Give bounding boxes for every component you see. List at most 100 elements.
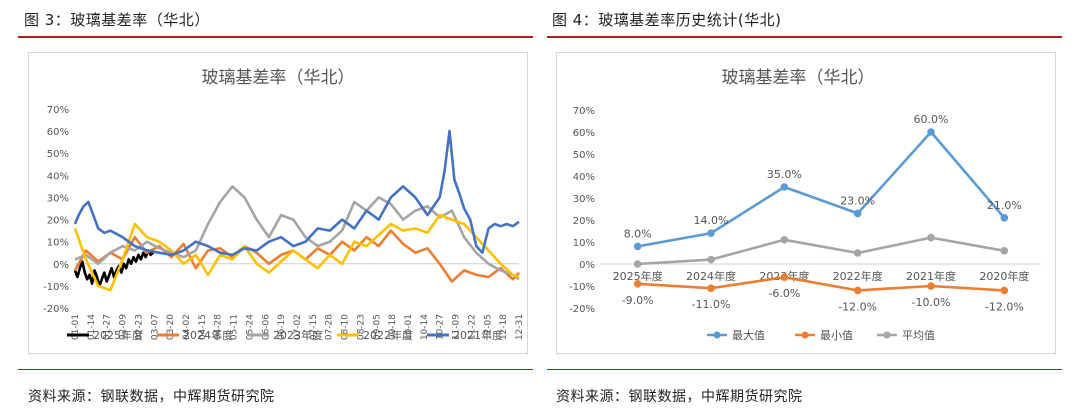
left-x-tick-label: 06-06 [261, 314, 271, 340]
right-bottom-rule [547, 369, 1062, 370]
left-legend-label: 2023年度 [273, 328, 323, 342]
right-data-point [707, 255, 715, 264]
left-x-tick-label: 08-23 [356, 314, 366, 340]
left-y-tick-label: 70% [47, 105, 69, 116]
right-x-category-label: 2022年度 [833, 269, 883, 283]
right-source-note: 资料来源：钢联数据，中辉期货研究院 [556, 389, 803, 405]
left-y-tick-label: 50% [47, 149, 69, 160]
left-y-tick-label: 60% [47, 127, 69, 138]
right-data-label: -10.0% [912, 296, 951, 309]
left-y-tick-label: 20% [47, 216, 69, 227]
right-chart-panel: 玻璃基差率（华北） 70% 60% 50% 40% 30% 20% 10% 0% -10% -20%… [556, 52, 1056, 354]
right-data-point [1000, 247, 1009, 255]
right-data-point [1000, 286, 1009, 295]
right-y-tick-label: 40% [573, 172, 595, 183]
left-legend-label: 2025年度 [93, 328, 143, 342]
right-data-point [707, 284, 715, 292]
left-x-tick-label: 09-05 [372, 314, 382, 340]
left-x-tick-label: 05-11 [230, 314, 240, 340]
right-y-tick-label: 70% [573, 106, 595, 117]
right-y-tick-label: 0% [579, 260, 595, 271]
left-legend-label: 2021年度 [453, 328, 503, 342]
right-data-point [633, 242, 642, 251]
left-y-tick-label: 0% [53, 260, 69, 271]
right-legend-marker [883, 331, 891, 339]
left-legend-label: 2024年度 [183, 328, 233, 342]
right-series-line [637, 275, 1005, 292]
right-data-label: 23.0% [840, 194, 875, 207]
left-chart-title: 玻璃基差率（华北） [202, 68, 355, 88]
right-data-point [780, 183, 789, 191]
left-x-tick-label: 07-02 [293, 314, 303, 340]
right-data-label: -6.0% [768, 287, 800, 300]
right-legend-label: 最小值 [820, 329, 853, 342]
left-y-tick-label: 40% [47, 171, 69, 182]
right-chart: 玻璃基差率（华北） 70% 60% 50% 40% 30% 20% 10% 0% -10% -20%… [569, 68, 1041, 342]
right-x-category-label: 2020年度 [979, 269, 1029, 283]
right-y-tick-label: 60% [573, 128, 595, 139]
right-data-label: 60.0% [914, 113, 949, 126]
left-x-tick-label: 12-31 [515, 314, 525, 340]
left-chart-panel: 玻璃基差率（华北） 70% 60% 50% 40% 30% 20% 10% 0% -10% -20%… [28, 52, 528, 354]
left-x-tick-label: 04-28 [214, 314, 224, 340]
left-x-tick-label: 03-20 [166, 314, 176, 340]
right-y-tick-label: 30% [573, 194, 595, 205]
left-legend-label: 2022年度 [363, 328, 413, 342]
left-x-tick-label: 07-15 [309, 314, 319, 340]
left-x-tick-label: 04-15 [198, 314, 208, 340]
left-x-tick-label: 09-18 [388, 314, 398, 340]
right-data-point [853, 286, 862, 295]
right-data-label: -12.0% [985, 300, 1024, 313]
right-data-label: 35.0% [767, 168, 802, 181]
right-x-category-label: 2024年度 [686, 269, 736, 283]
left-x-tick-label: 01-01 [71, 314, 81, 340]
right-data-label: -9.0% [622, 294, 654, 307]
right-series-line [637, 236, 1005, 266]
right-data-label: -11.0% [692, 298, 731, 311]
left-x-tick-label: 08-10 [341, 314, 351, 340]
right-data-point [853, 209, 862, 218]
right-data-label: -12.0% [838, 300, 877, 313]
right-y-tick-label: 50% [573, 150, 595, 161]
right-figure-title: 图 4：玻璃基差率历史统计(华北) [552, 11, 782, 29]
right-data-point [633, 280, 642, 288]
right-data-point [927, 282, 935, 290]
right-data-point [780, 273, 789, 281]
right-series-line [637, 130, 1006, 248]
right-data-point [780, 236, 789, 244]
left-y-tick-label: 10% [47, 238, 69, 249]
right-chart-title: 玻璃基差率（华北） [722, 68, 875, 88]
right-legend-label: 最大值 [732, 328, 765, 342]
right-x-category-label: 2021年度 [906, 269, 956, 283]
left-x-tick-label: 12-05 [483, 314, 493, 340]
right-top-rule [547, 36, 1062, 38]
left-y-tick-label: -20% [43, 304, 69, 315]
right-y-tick-label: 10% [573, 238, 595, 249]
right-data-point [927, 128, 935, 136]
left-figure-title: 图 3：玻璃基差率（华北） [24, 11, 210, 29]
left-x-tick-label: 05-24 [245, 314, 255, 340]
right-data-point [853, 249, 862, 257]
right-data-label: 14.0% [694, 214, 729, 227]
right-data-point [633, 260, 642, 268]
left-series-line [74, 185, 520, 281]
right-data-point [707, 229, 715, 237]
left-x-tick-label: 11-22 [467, 314, 477, 340]
left-x-tick-label: 06-19 [277, 314, 287, 340]
left-series-line [73, 129, 520, 257]
left-x-tick-label: 10-27 [436, 314, 446, 340]
left-chart: 玻璃基差率（华北） 70% 60% 50% 40% 30% 20% 10% 0% -10% -20%… [43, 68, 525, 342]
left-series-line [73, 213, 520, 292]
left-x-tick-label: 07-28 [325, 314, 335, 340]
right-legend-marker [801, 331, 809, 339]
right-legend-marker [713, 331, 721, 339]
left-source-note: 资料来源：钢联数据，中辉期货研究院 [28, 389, 275, 405]
right-data-label: 8.0% [624, 227, 652, 240]
left-y-tick-label: -10% [43, 282, 69, 293]
right-y-tick-label: 20% [573, 216, 595, 227]
left-x-tick-label: 10-01 [404, 314, 414, 340]
right-y-tick-label: -20% [569, 304, 595, 315]
left-x-tick-label: 01-14 [87, 314, 97, 340]
left-x-tick-label: 01-27 [103, 314, 113, 340]
left-top-rule [18, 36, 533, 38]
